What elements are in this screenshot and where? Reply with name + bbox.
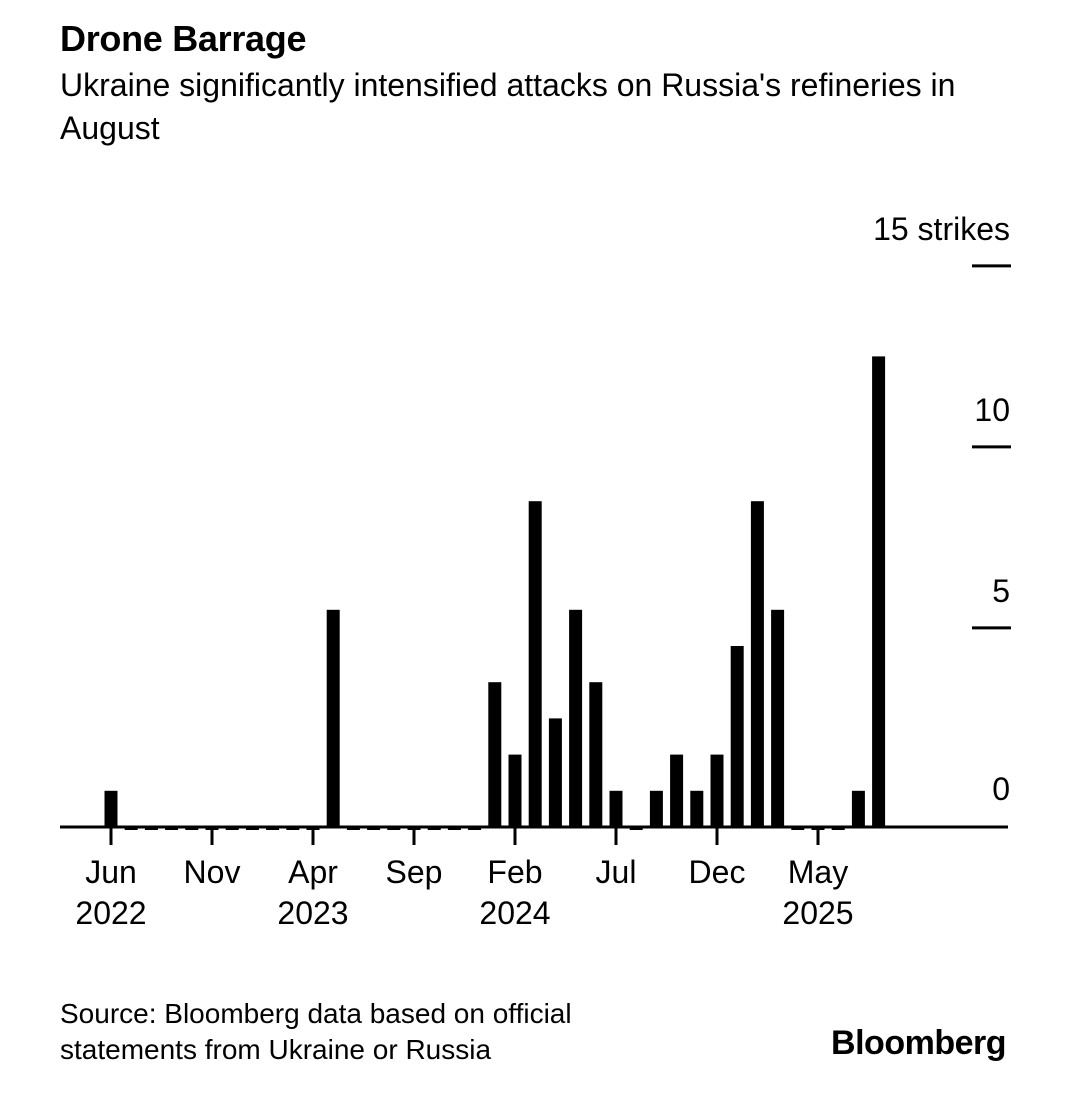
bar-sep-2024 bbox=[649, 790, 663, 827]
bar-apr-2024 bbox=[548, 718, 562, 827]
zero-marker-jul-2022 bbox=[124, 828, 138, 830]
zero-marker-jan-2023 bbox=[245, 828, 259, 830]
y-axis-ticks: 0 5 10 15 strikes bbox=[873, 211, 1011, 807]
zero-marker-mar-2023 bbox=[286, 828, 300, 830]
y-tick-label: 5 bbox=[992, 573, 1010, 609]
chart-title: Drone Barrage bbox=[60, 18, 307, 59]
bar-dec-2024 bbox=[710, 754, 724, 827]
x-tick-label: May bbox=[788, 854, 848, 890]
bar-chart: Jun 2022 Nov Apr 2023 Sep Feb 2024 Jul Dec May 2025… bbox=[60, 211, 1011, 931]
bar-aug-2025 bbox=[872, 356, 886, 827]
x-tick-year: 2025 bbox=[782, 895, 853, 931]
zero-marker-nov-2023 bbox=[447, 828, 461, 830]
x-tick-label: Feb bbox=[487, 854, 542, 890]
zero-marker-aug-2024 bbox=[629, 828, 643, 830]
zero-marker-jun-2025 bbox=[831, 828, 845, 830]
x-axis-ticks: Jun 2022 Nov Apr 2023 Sep Feb 2024 Jul Dec May 2025 bbox=[75, 827, 854, 931]
y-tick-label: 15 strikes bbox=[873, 211, 1010, 247]
bar-jan-2025 bbox=[730, 646, 744, 827]
zero-marker-sep-2022 bbox=[165, 828, 179, 830]
y-tick-label: 0 bbox=[992, 771, 1010, 807]
zero-marker-dec-2023 bbox=[468, 828, 482, 830]
bar-jan-2024 bbox=[488, 682, 502, 827]
x-tick-label: Jun bbox=[85, 854, 137, 890]
x-tick-label: Dec bbox=[689, 854, 746, 890]
bar-feb-2025 bbox=[750, 501, 764, 827]
zero-marker-feb-2023 bbox=[266, 828, 280, 830]
bar-jul-2025 bbox=[851, 790, 865, 827]
zero-marker-aug-2023 bbox=[387, 828, 401, 830]
source-note: Source: Bloomberg data based on official… bbox=[60, 998, 572, 1065]
zero-marker-apr-2025 bbox=[791, 828, 805, 830]
x-tick-year: 2023 bbox=[277, 895, 348, 931]
zero-marker-jun-2023 bbox=[346, 828, 360, 830]
x-tick-label: Sep bbox=[386, 854, 443, 890]
bloomberg-logo: Bloomberg bbox=[831, 1024, 1006, 1062]
bar-may-2023 bbox=[326, 609, 340, 827]
zero-marker-oct-2022 bbox=[185, 828, 199, 830]
bar-jun-2024 bbox=[589, 682, 603, 827]
zero-marker-jul-2023 bbox=[367, 828, 381, 830]
bar-mar-2025 bbox=[771, 609, 785, 827]
x-tick-year: 2022 bbox=[75, 895, 146, 931]
chart-subtitle: Ukraine significantly intensified attack… bbox=[60, 67, 956, 146]
x-tick-label: Nov bbox=[184, 854, 241, 890]
x-tick-year: 2024 bbox=[479, 895, 550, 931]
bars-layer bbox=[104, 356, 886, 827]
y-tick-label: 10 bbox=[974, 392, 1010, 428]
zero-marker-oct-2023 bbox=[427, 828, 441, 830]
zero-marker-dec-2022 bbox=[225, 828, 239, 830]
bar-may-2024 bbox=[569, 609, 583, 827]
bar-oct-2024 bbox=[670, 754, 684, 827]
bar-mar-2024 bbox=[528, 501, 542, 827]
bar-jul-2024 bbox=[609, 790, 623, 827]
zero-marker-aug-2022 bbox=[144, 828, 158, 830]
x-tick-label: Jul bbox=[596, 854, 637, 890]
bar-nov-2024 bbox=[690, 790, 704, 827]
bar-feb-2024 bbox=[508, 754, 522, 827]
x-tick-label: Apr bbox=[288, 854, 338, 890]
bar-jun-2022 bbox=[104, 790, 118, 827]
